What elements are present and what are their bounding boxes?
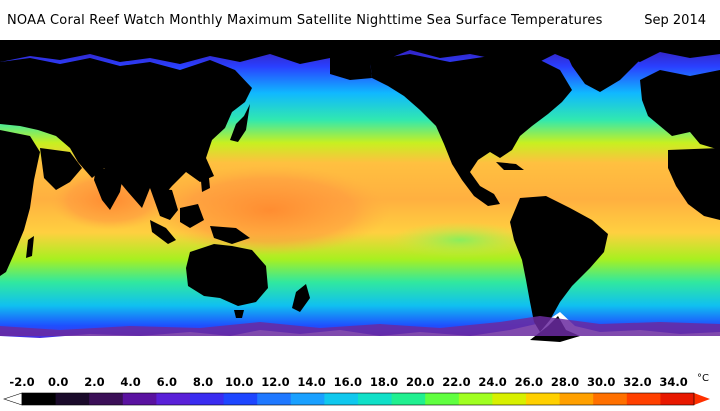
new-zealand	[292, 284, 310, 312]
tasmania	[234, 310, 244, 318]
greenland	[560, 40, 640, 92]
north-america	[370, 54, 572, 206]
title-bar: NOAA Coral Reef Watch Monthly Maximum Sa…	[0, 0, 720, 40]
legend-swatch	[55, 393, 90, 405]
legend-label: 28.0	[550, 375, 580, 389]
legend-swatch	[492, 393, 527, 405]
legend-label: 14.0	[297, 375, 326, 389]
legend-labels: -2.0 0.0 2.0 4.0 6.0 8.0 10.0 12.0 14.0 16.0 18.0 2…	[0, 375, 720, 391]
legend-swatch	[22, 393, 57, 405]
africa	[0, 130, 40, 276]
legend-label: 16.0	[333, 375, 362, 389]
legend-swatch	[290, 393, 325, 405]
japan	[230, 104, 250, 142]
legend-swatch	[593, 393, 628, 405]
legend-label: -2.0	[9, 375, 35, 389]
arabia	[40, 148, 82, 190]
alaska	[330, 58, 372, 80]
legend-swatch	[660, 393, 695, 405]
legend-swatch	[526, 393, 561, 405]
legend-swatch	[257, 393, 292, 405]
legend-arrow-high	[694, 393, 710, 405]
legend-label: 34.0	[659, 375, 688, 389]
warm-pool-area	[150, 165, 390, 255]
legend-label: 30.0	[587, 375, 616, 389]
cuba	[496, 162, 524, 170]
legend-swatch	[122, 393, 157, 405]
australia	[186, 244, 268, 306]
southern-ocean-ice-edge	[0, 316, 720, 336]
legend-swatch	[190, 393, 225, 405]
sumatra	[150, 220, 176, 244]
legend-swatch	[89, 393, 124, 405]
legend-swatch	[559, 393, 594, 405]
legend-bars	[3, 392, 710, 406]
legend-label: 24.0	[478, 375, 507, 389]
cold-tongue-area	[390, 222, 530, 258]
color-legend	[3, 392, 710, 406]
legend-label: 32.0	[623, 375, 652, 389]
indochina	[150, 188, 178, 220]
legend-label: 20.0	[406, 375, 435, 389]
arctic-land	[0, 40, 720, 70]
legend-label: 8.0	[192, 375, 214, 389]
legend-label: 6.0	[156, 375, 177, 389]
legend-label: 2.0	[84, 375, 105, 389]
new-guinea	[210, 226, 250, 244]
legend-unit: °C	[697, 373, 709, 384]
europe-west	[640, 70, 720, 150]
borneo	[180, 204, 204, 228]
map-title: NOAA Coral Reef Watch Monthly Maximum Sa…	[7, 13, 603, 28]
legend-label: 0.0	[48, 375, 69, 389]
eurasia	[0, 58, 252, 208]
legend-swatch	[223, 393, 258, 405]
madagascar	[26, 236, 34, 258]
legend-swatch	[156, 393, 191, 405]
legend-swatch	[458, 393, 493, 405]
legend-border	[21, 392, 695, 406]
legend-label: 22.0	[442, 375, 471, 389]
legend-label: 12.0	[261, 375, 290, 389]
legend-swatch	[324, 393, 359, 405]
legend-label: 4.0	[120, 375, 141, 389]
legend-swatch	[425, 393, 460, 405]
legend-label: 10.0	[225, 375, 254, 389]
legend-swatch	[626, 393, 661, 405]
africa-east	[668, 148, 720, 220]
map-date: Sep 2014	[644, 13, 706, 28]
legend-swatch	[358, 393, 393, 405]
south-america	[510, 196, 608, 332]
legend-label: 26.0	[514, 375, 543, 389]
legend-swatch	[391, 393, 426, 405]
legend-label: 18.0	[369, 375, 399, 389]
legend-arrow-low	[3, 392, 23, 406]
india	[94, 168, 124, 210]
philippines	[200, 168, 210, 192]
sst-map	[0, 40, 720, 372]
